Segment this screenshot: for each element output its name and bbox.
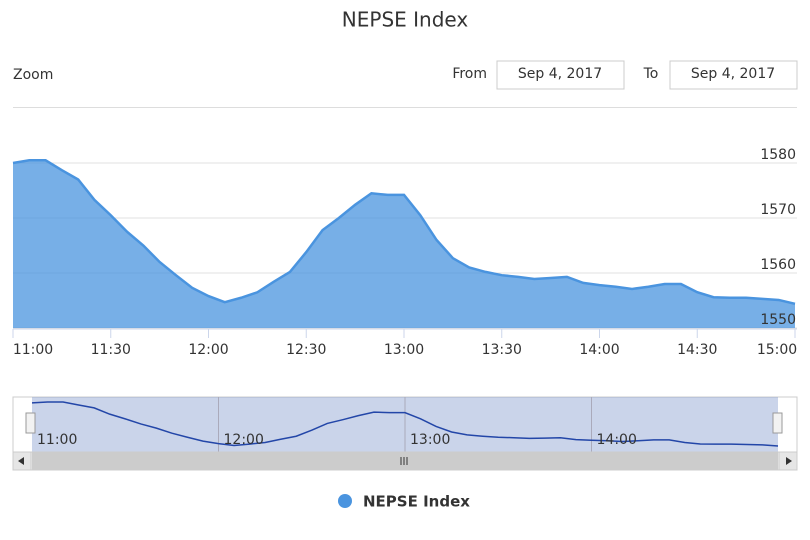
area xyxy=(13,160,795,328)
x-tick-label: 14:30 xyxy=(677,342,717,358)
legend-label[interactable]: NEPSE Index xyxy=(363,493,470,511)
to-label: To xyxy=(643,66,659,82)
y-tick-label: 1570 xyxy=(760,202,796,218)
navigator-tick-label: 12:00 xyxy=(224,432,264,448)
navigator-tick-label: 13:00 xyxy=(410,432,450,448)
line xyxy=(12,159,796,306)
x-tick-label: 12:30 xyxy=(286,342,326,358)
to-date[interactable]: Sep 4, 2017 xyxy=(691,66,775,82)
grip-icon xyxy=(400,457,408,465)
y-tick-label: 1550 xyxy=(760,312,796,328)
from-label: From xyxy=(452,66,487,82)
x-tick-label: 13:00 xyxy=(384,342,424,358)
from-date[interactable]: Sep 4, 2017 xyxy=(518,66,602,82)
chart-title: NEPSE Index xyxy=(342,8,469,32)
x-tick-label: 11:00 xyxy=(13,342,53,358)
y-tick-label: 1580 xyxy=(760,147,796,163)
legend-marker xyxy=(338,494,352,508)
arrow-icon xyxy=(18,457,24,465)
navigator-handle[interactable] xyxy=(25,412,36,434)
x-tick-label: 13:30 xyxy=(482,342,522,358)
zoom-label: Zoom xyxy=(13,67,53,83)
x-tick-label: 12:00 xyxy=(188,342,228,358)
x-tick-label: 11:30 xyxy=(91,342,131,358)
navigator-tick-label: 14:00 xyxy=(597,432,637,448)
x-tick-label: 14:00 xyxy=(579,342,619,358)
x-tick-label: 15:00 xyxy=(757,342,797,358)
y-tick-label: 1560 xyxy=(760,257,796,273)
scrollbar-thumb[interactable] xyxy=(32,452,778,470)
arrow-icon xyxy=(786,457,792,465)
navigator-tick-label: 11:00 xyxy=(37,432,77,448)
navigator-line xyxy=(31,401,779,447)
from-input[interactable] xyxy=(496,60,625,90)
to-input[interactable] xyxy=(669,60,798,90)
navigator-handle[interactable] xyxy=(772,412,783,434)
